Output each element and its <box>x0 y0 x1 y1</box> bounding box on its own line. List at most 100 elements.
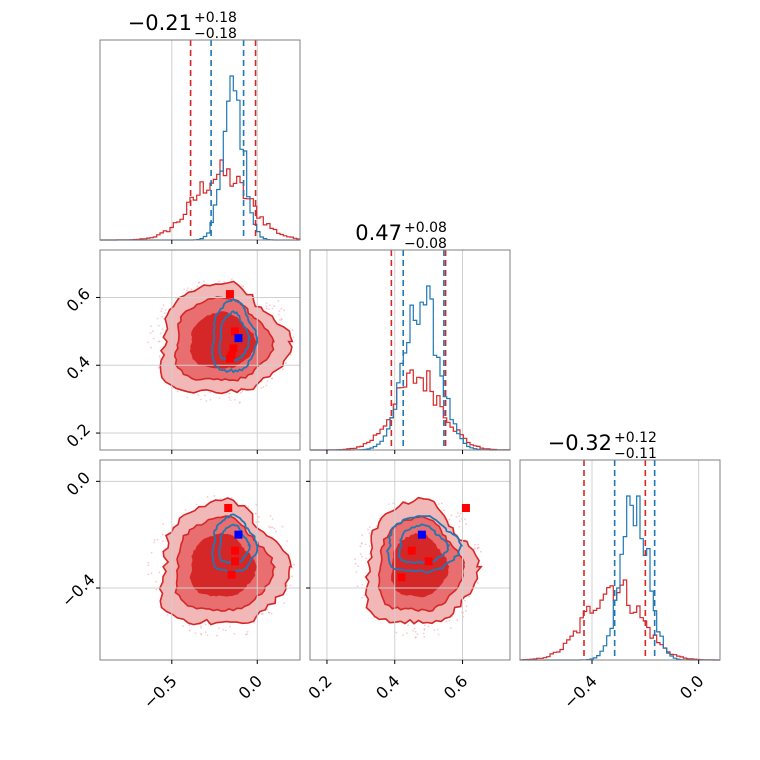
scatter-point <box>282 368 284 370</box>
scatter-point <box>280 318 283 320</box>
scatter-point <box>197 394 200 397</box>
scatter-point <box>150 551 153 554</box>
scatter-point <box>354 562 357 565</box>
marker-red-2-1 <box>407 546 416 555</box>
scatter-point <box>150 572 153 575</box>
y-tick-label-1-1: 0.4 <box>63 352 94 383</box>
x-tick-label-0-1: 0.0 <box>235 671 266 702</box>
scatter-point <box>413 627 416 630</box>
scatter-point <box>176 390 179 393</box>
scatter-point <box>273 527 276 530</box>
panel-frame-1 <box>99 459 301 661</box>
scatter-point <box>253 621 255 624</box>
scatter-point <box>278 319 281 321</box>
scatter-point <box>228 396 231 399</box>
scatter-point <box>365 557 368 560</box>
x-tick-label-2-1: 0.0 <box>676 671 707 702</box>
scatter-point <box>436 628 439 631</box>
x-tick-label-0-0: −0.5 <box>140 671 181 712</box>
scatter-point <box>257 516 260 518</box>
scatter-point <box>153 541 156 543</box>
scatter-point <box>228 392 231 395</box>
scatter-point <box>361 584 364 586</box>
scatter-point <box>368 552 371 555</box>
scatter-point <box>268 304 271 307</box>
scatter-point <box>465 605 468 608</box>
blue-contour-0-0 <box>211 297 259 374</box>
y-tick-label-2-1: 0.0 <box>63 468 94 499</box>
hist-blue-0 <box>100 75 300 241</box>
scatter-point <box>265 307 268 310</box>
x-tick-label-1-1: 0.4 <box>372 671 403 702</box>
scatter-point <box>234 398 236 401</box>
scatter-point <box>161 533 164 536</box>
scatter-point <box>230 278 233 281</box>
scatter-point <box>213 495 216 497</box>
scatter-point <box>387 503 390 505</box>
scatter-point <box>184 509 187 511</box>
scatter-point <box>186 396 189 399</box>
scatter-point <box>459 513 462 515</box>
scatter-point <box>407 624 409 627</box>
scatter-point <box>255 521 257 523</box>
scatter-point <box>156 317 159 320</box>
density-fills <box>147 278 483 639</box>
scatter-point <box>368 532 371 534</box>
scatter-point <box>183 288 186 291</box>
hist-frame-0 <box>99 39 301 241</box>
marker-red-0-2 <box>229 344 238 353</box>
scatter-point <box>293 563 295 566</box>
scatter-point <box>271 307 274 310</box>
scatter-point <box>163 312 166 314</box>
scatter-point <box>209 398 212 401</box>
scatter-point <box>147 341 149 344</box>
y-tick-label-1-0: 0.2 <box>63 420 94 451</box>
scatter-point <box>200 398 202 401</box>
scatter-point <box>157 366 160 369</box>
scatter-point <box>204 631 207 634</box>
scatter-point <box>433 629 436 631</box>
scatter-point <box>443 509 445 512</box>
scatter-point <box>159 332 162 335</box>
scatter-point <box>241 285 243 288</box>
scatter-point <box>218 280 220 283</box>
scatter-point <box>270 612 273 615</box>
marker-red-0-1 <box>231 327 240 336</box>
scatter-point <box>190 288 193 291</box>
scatter-point <box>445 620 448 623</box>
panel-frame-0 <box>99 249 301 451</box>
scatter-point <box>155 580 158 583</box>
scatter-point <box>260 387 262 389</box>
scatter-point <box>220 497 222 500</box>
scatter-point <box>198 281 201 283</box>
scatter-point <box>209 391 212 394</box>
scatter-point <box>438 503 440 505</box>
scatter-point <box>150 346 153 349</box>
scatter-point <box>278 313 280 316</box>
scatter-point <box>402 634 404 636</box>
scatter-point <box>474 547 477 550</box>
scatter-point <box>392 502 395 505</box>
panel-title-minus-0: −0.18 <box>194 26 237 42</box>
scatter-point <box>455 516 458 518</box>
scatter-point <box>155 588 158 591</box>
red-contour-2-2 <box>391 532 450 598</box>
scatter-point <box>158 355 161 358</box>
hist-frame-1 <box>309 249 511 451</box>
scatter-point <box>206 495 209 498</box>
scatter-point <box>200 625 202 627</box>
scatter-point <box>218 627 220 629</box>
scatter-point <box>245 504 248 507</box>
blue-contour-2-1 <box>397 523 451 565</box>
scatter-point <box>359 553 362 556</box>
scatter-point <box>161 328 164 330</box>
scatter-point <box>285 362 287 364</box>
scatter-point <box>416 633 419 635</box>
scatter-point <box>458 520 461 523</box>
marker-blue-1 <box>234 530 243 539</box>
hist-frame-2 <box>519 459 721 661</box>
scatter-point <box>156 538 159 541</box>
scatter-point <box>414 636 417 639</box>
scatter-point <box>265 302 268 304</box>
x-tick-label-1-0: 0.2 <box>304 671 335 702</box>
